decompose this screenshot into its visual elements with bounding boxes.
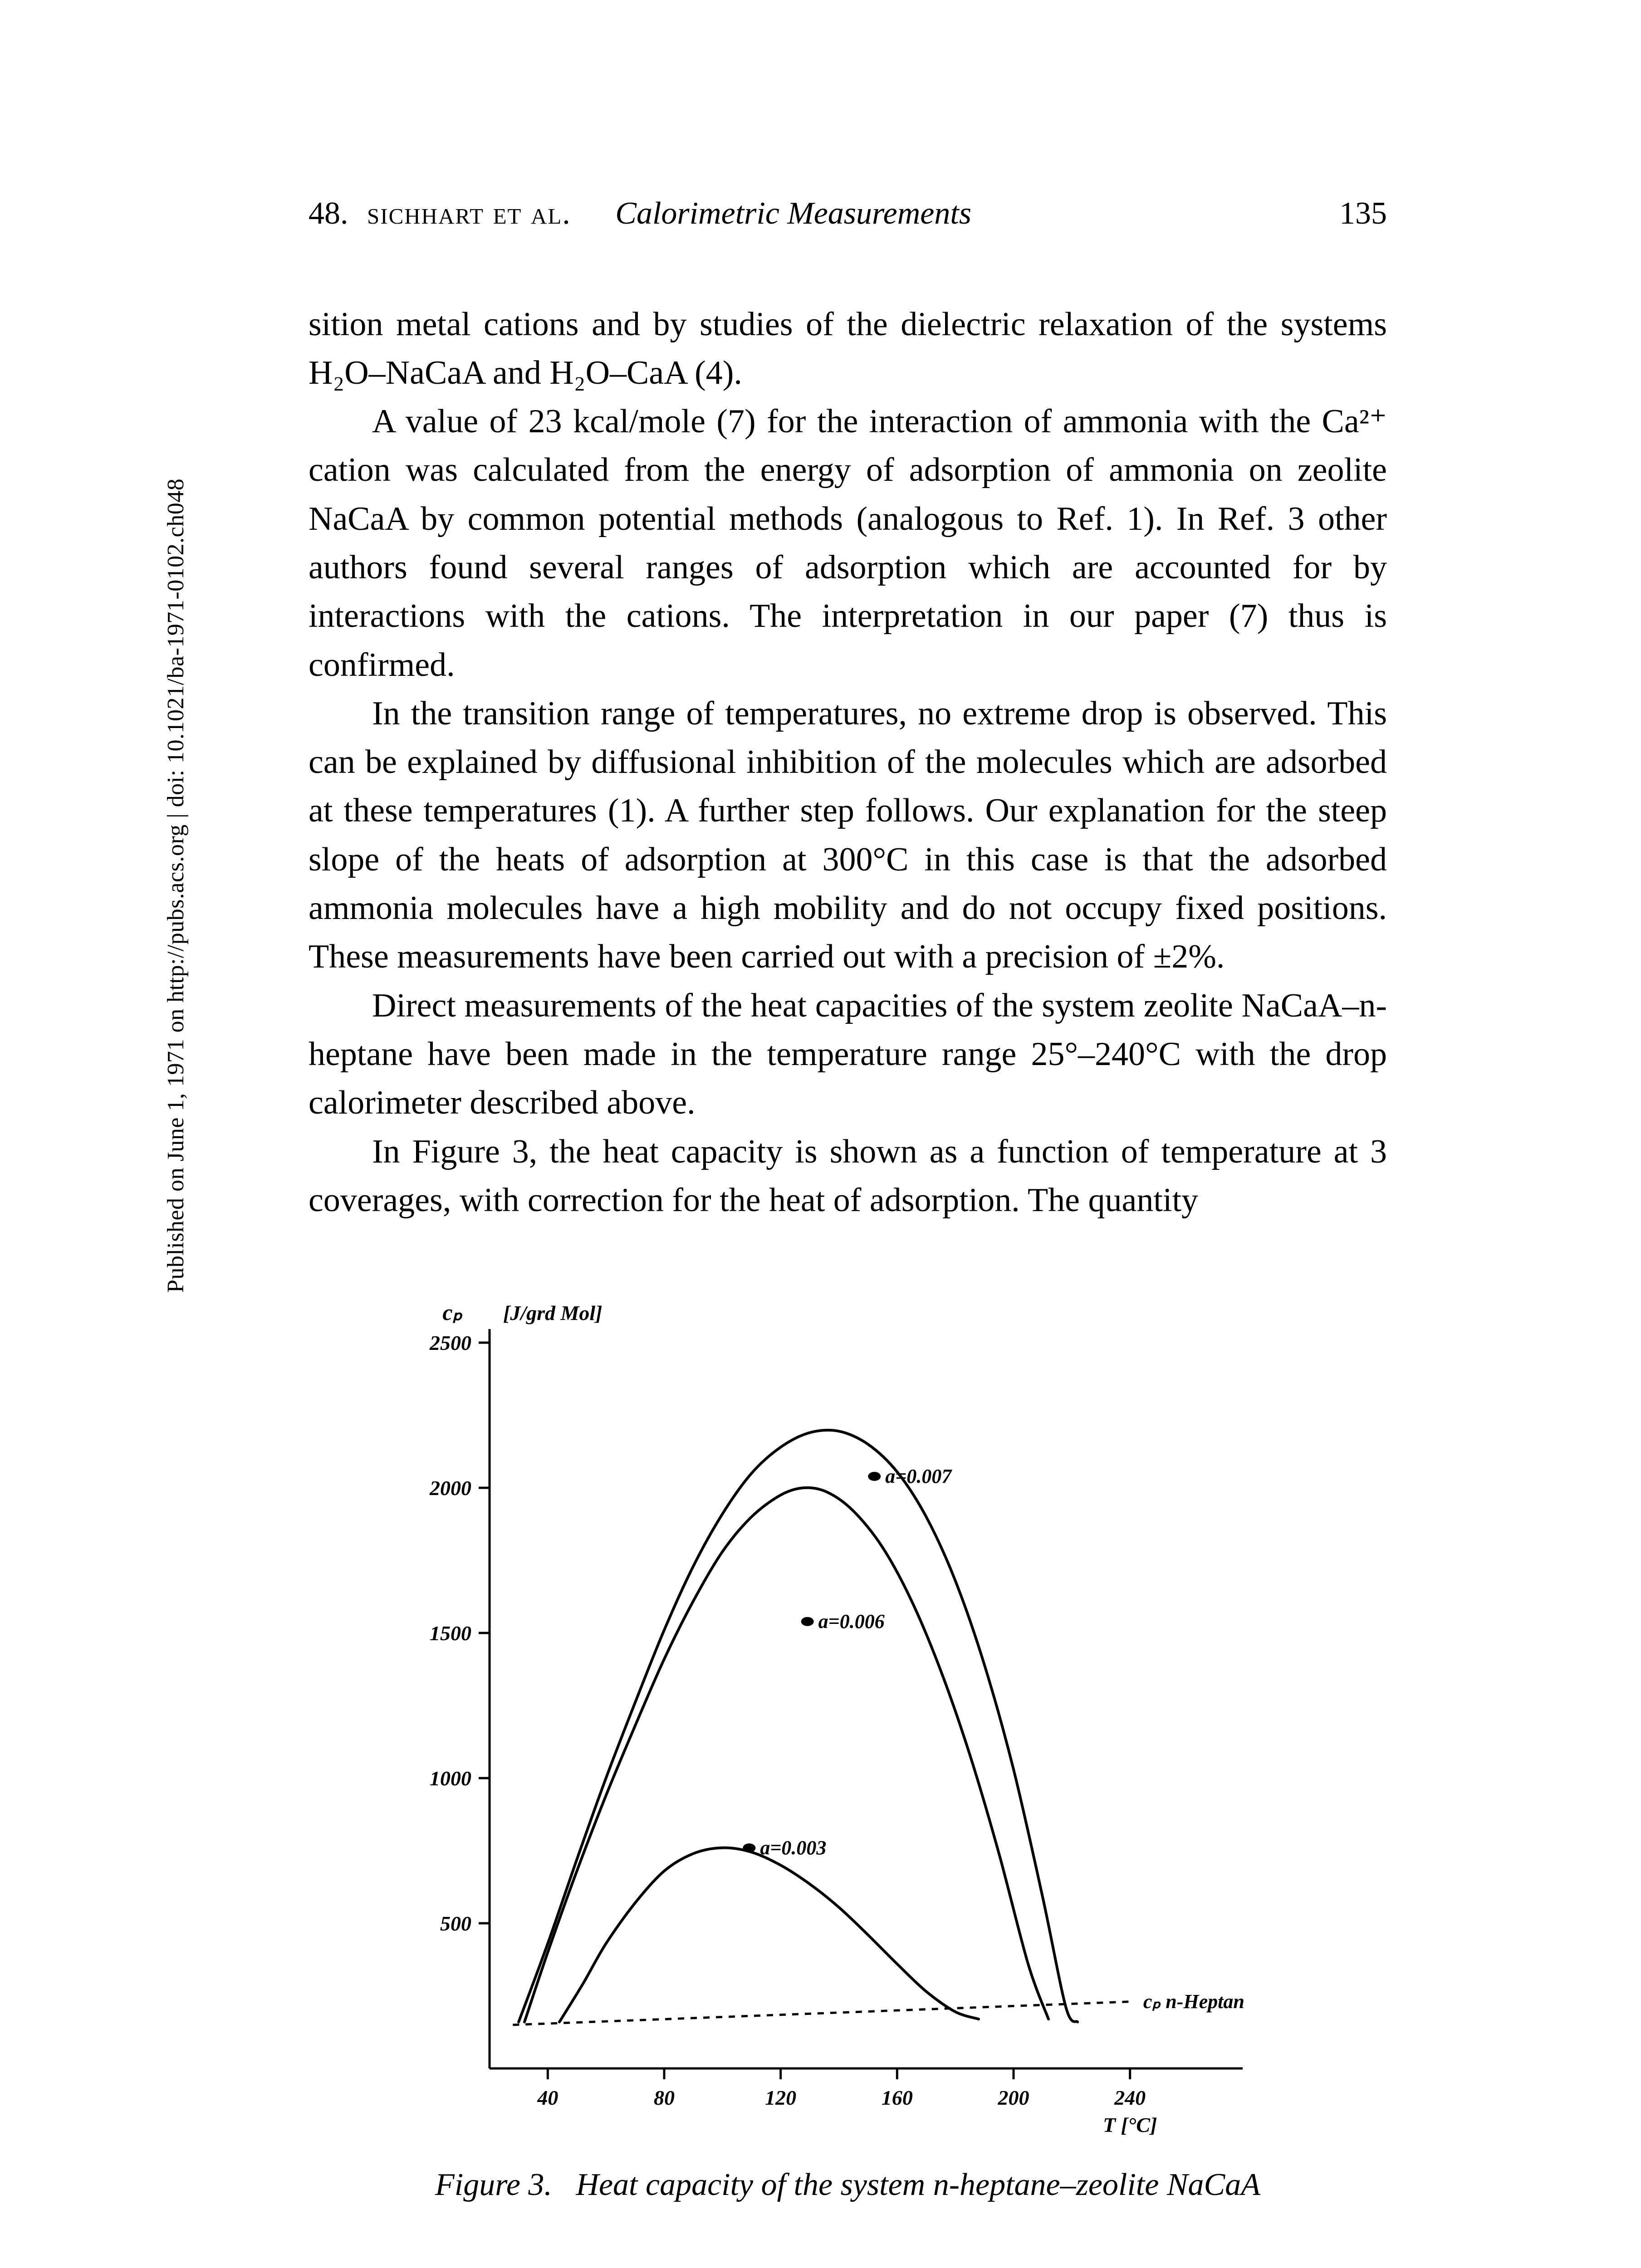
svg-text:a=0.006: a=0.006	[818, 1610, 884, 1633]
svg-text:a=0.007: a=0.007	[885, 1465, 952, 1487]
svg-text:a=0.003: a=0.003	[760, 1837, 826, 1859]
paragraph: A value of 23 kcal/mole (7) for the inte…	[309, 397, 1387, 689]
paragraph: sition metal cations and by studies of t…	[309, 300, 1387, 398]
svg-text:2500: 2500	[429, 1331, 471, 1354]
svg-text:40: 40	[537, 2086, 558, 2109]
svg-text:1000: 1000	[430, 1767, 471, 1790]
svg-text:[J/grd Mol]: [J/grd Mol]	[503, 1301, 603, 1325]
figure-caption: Figure 3. Heat capacity of the system n-…	[372, 2164, 1324, 2207]
svg-text:cₚ: cₚ	[442, 1300, 462, 1325]
svg-text:1500: 1500	[430, 1622, 471, 1645]
svg-text:240: 240	[1114, 2086, 1146, 2109]
running-header: 48. sichhart et al. Calorimetric Measure…	[309, 191, 1387, 237]
chapter-number: 48.	[309, 191, 348, 237]
paragraph: In the transition range of temperatures,…	[309, 689, 1387, 982]
page: Published on June 1, 1971 on http://pubs…	[0, 0, 1641, 2268]
paragraph: In Figure 3, the heat capacity is shown …	[309, 1128, 1387, 1225]
paragraph: Direct measurements of the heat capaciti…	[309, 982, 1387, 1128]
figure-caption-prefix: Figure 3.	[435, 2167, 552, 2202]
side-citation: Published on June 1, 1971 on http://pubs…	[159, 479, 193, 1293]
header-authors: sichhart et al.	[367, 196, 571, 231]
header-left: 48. sichhart et al. Calorimetric Measure…	[309, 191, 971, 237]
figure-caption-body: Heat capacity of the system n-heptane–ze…	[576, 2167, 1260, 2202]
svg-text:500: 500	[440, 1912, 471, 1935]
heat-capacity-chart-svg: 500 1000 1500 2000 2500 40 80 120 160 200 240 cₚ [J/…	[372, 1288, 1324, 2150]
svg-text:200: 200	[997, 2086, 1029, 2109]
figure-3-chart: 500 1000 1500 2000 2500 40 80 120 160 200 240 cₚ [J/…	[372, 1288, 1324, 2207]
svg-text:80: 80	[654, 2086, 675, 2109]
svg-text:120: 120	[765, 2086, 796, 2109]
svg-text:cₚ n-Heptan: cₚ n-Heptan	[1143, 1990, 1244, 2013]
svg-text:2000: 2000	[429, 1476, 471, 1500]
svg-text:T [°C]: T [°C]	[1103, 2113, 1157, 2136]
header-running-title: Calorimetric Measurements	[615, 196, 971, 231]
header-page-number: 135	[1339, 191, 1387, 237]
svg-text:160: 160	[881, 2086, 912, 2109]
